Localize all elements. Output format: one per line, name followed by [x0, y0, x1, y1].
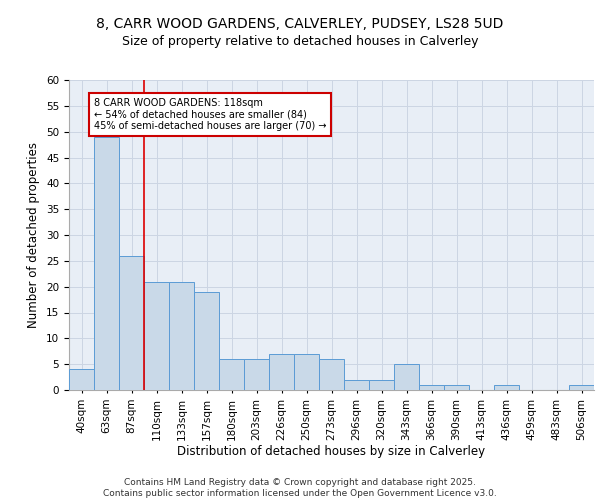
Bar — [269, 354, 294, 390]
Bar — [119, 256, 144, 390]
Bar — [169, 282, 194, 390]
Bar — [569, 385, 594, 390]
Bar — [219, 359, 244, 390]
Bar — [194, 292, 219, 390]
Text: Size of property relative to detached houses in Calverley: Size of property relative to detached ho… — [122, 35, 478, 48]
Bar — [344, 380, 369, 390]
Bar — [94, 137, 119, 390]
Bar — [294, 354, 319, 390]
Y-axis label: Number of detached properties: Number of detached properties — [28, 142, 40, 328]
Bar — [69, 370, 94, 390]
Bar — [494, 385, 519, 390]
Text: Contains HM Land Registry data © Crown copyright and database right 2025.
Contai: Contains HM Land Registry data © Crown c… — [103, 478, 497, 498]
Bar — [419, 385, 444, 390]
Bar — [244, 359, 269, 390]
X-axis label: Distribution of detached houses by size in Calverley: Distribution of detached houses by size … — [178, 446, 485, 458]
Bar — [369, 380, 394, 390]
Bar — [144, 282, 169, 390]
Bar — [394, 364, 419, 390]
Text: 8 CARR WOOD GARDENS: 118sqm
← 54% of detached houses are smaller (84)
45% of sem: 8 CARR WOOD GARDENS: 118sqm ← 54% of det… — [94, 98, 326, 132]
Bar — [444, 385, 469, 390]
Bar — [319, 359, 344, 390]
Text: 8, CARR WOOD GARDENS, CALVERLEY, PUDSEY, LS28 5UD: 8, CARR WOOD GARDENS, CALVERLEY, PUDSEY,… — [97, 18, 503, 32]
